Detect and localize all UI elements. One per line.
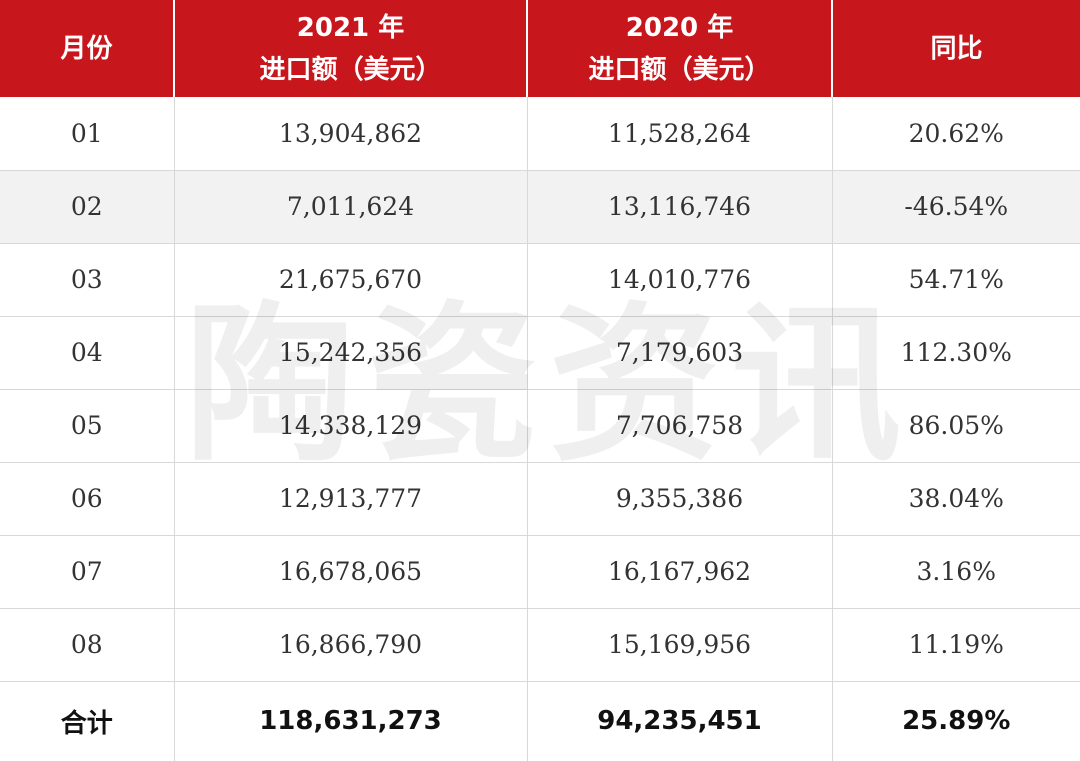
table-row: 08 16,866,790 15,169,956 11.19% — [0, 608, 1080, 682]
cell-2021: 13,904,862 — [174, 97, 528, 171]
cell-month: 01 — [0, 97, 175, 171]
cell-2020: 13,116,746 — [527, 170, 833, 244]
cell-month: 06 — [0, 462, 175, 536]
table-row: 04 15,242,356 7,179,603 112.30% — [0, 316, 1080, 390]
total-2021: 118,631,273 — [174, 681, 528, 761]
cell-2021: 15,242,356 — [174, 316, 528, 390]
cell-yoy: 38.04% — [832, 462, 1080, 536]
cell-yoy: 86.05% — [832, 389, 1080, 463]
table-row: 06 12,913,777 9,355,386 38.04% — [0, 462, 1080, 536]
cell-2021: 7,011,624 — [174, 170, 528, 244]
header-month: 月份 — [0, 0, 175, 97]
table-row: 03 21,675,670 14,010,776 54.71% — [0, 243, 1080, 317]
cell-2020: 9,355,386 — [527, 462, 833, 536]
cell-2020: 7,179,603 — [527, 316, 833, 390]
table-row: 05 14,338,129 7,706,758 86.05% — [0, 389, 1080, 463]
cell-2020: 15,169,956 — [527, 608, 833, 682]
table-row: 02 7,011,624 13,116,746 -46.54% — [0, 170, 1080, 244]
cell-yoy: 54.71% — [832, 243, 1080, 317]
cell-month: 02 — [0, 170, 175, 244]
total-label: 合计 — [0, 681, 175, 761]
cell-2021: 14,338,129 — [174, 389, 528, 463]
cell-2021: 16,678,065 — [174, 535, 528, 609]
table-row: 01 13,904,862 11,528,264 20.62% — [0, 97, 1080, 171]
cell-2021: 12,913,777 — [174, 462, 528, 536]
cell-2020: 14,010,776 — [527, 243, 833, 317]
cell-yoy: 11.19% — [832, 608, 1080, 682]
total-row: 合计 118,631,273 94,235,451 25.89% — [0, 681, 1080, 761]
cell-month: 03 — [0, 243, 175, 317]
total-yoy: 25.89% — [902, 706, 1011, 737]
cell-2020: 11,528,264 — [527, 97, 833, 171]
cell-yoy: 3.16% — [832, 535, 1080, 609]
table-header-row: 月份 2021 年 进口额（美元） 2020 年 进口额（美元） 同比 — [0, 0, 1080, 97]
header-2020-year: 2020 年 — [625, 12, 734, 43]
cell-month: 07 — [0, 535, 175, 609]
table-body: 01 13,904,862 11,528,264 20.62% 02 7,011… — [0, 97, 1080, 682]
header-yoy: 同比 — [832, 0, 1080, 97]
header-2021-year: 2021 年 — [296, 12, 405, 43]
cell-month: 05 — [0, 389, 175, 463]
cell-month: 04 — [0, 316, 175, 390]
cell-2021: 16,866,790 — [174, 608, 528, 682]
header-2020: 2020 年 进口额（美元） — [527, 0, 833, 97]
total-2020: 94,235,451 — [527, 681, 833, 761]
cell-month: 08 — [0, 608, 175, 682]
table-row: 07 16,678,065 16,167,962 3.16% — [0, 535, 1080, 609]
header-2020-label: 进口额（美元） — [588, 54, 771, 85]
cell-2020: 16,167,962 — [527, 535, 833, 609]
header-2021: 2021 年 进口额（美元） — [174, 0, 528, 97]
header-2021-label: 进口额（美元） — [259, 54, 442, 85]
cell-2020: 7,706,758 — [527, 389, 833, 463]
cell-yoy: 20.62% — [832, 97, 1080, 171]
cell-2021: 21,675,670 — [174, 243, 528, 317]
cell-yoy: -46.54% — [832, 170, 1080, 244]
cell-yoy: 112.30% — [832, 316, 1080, 390]
